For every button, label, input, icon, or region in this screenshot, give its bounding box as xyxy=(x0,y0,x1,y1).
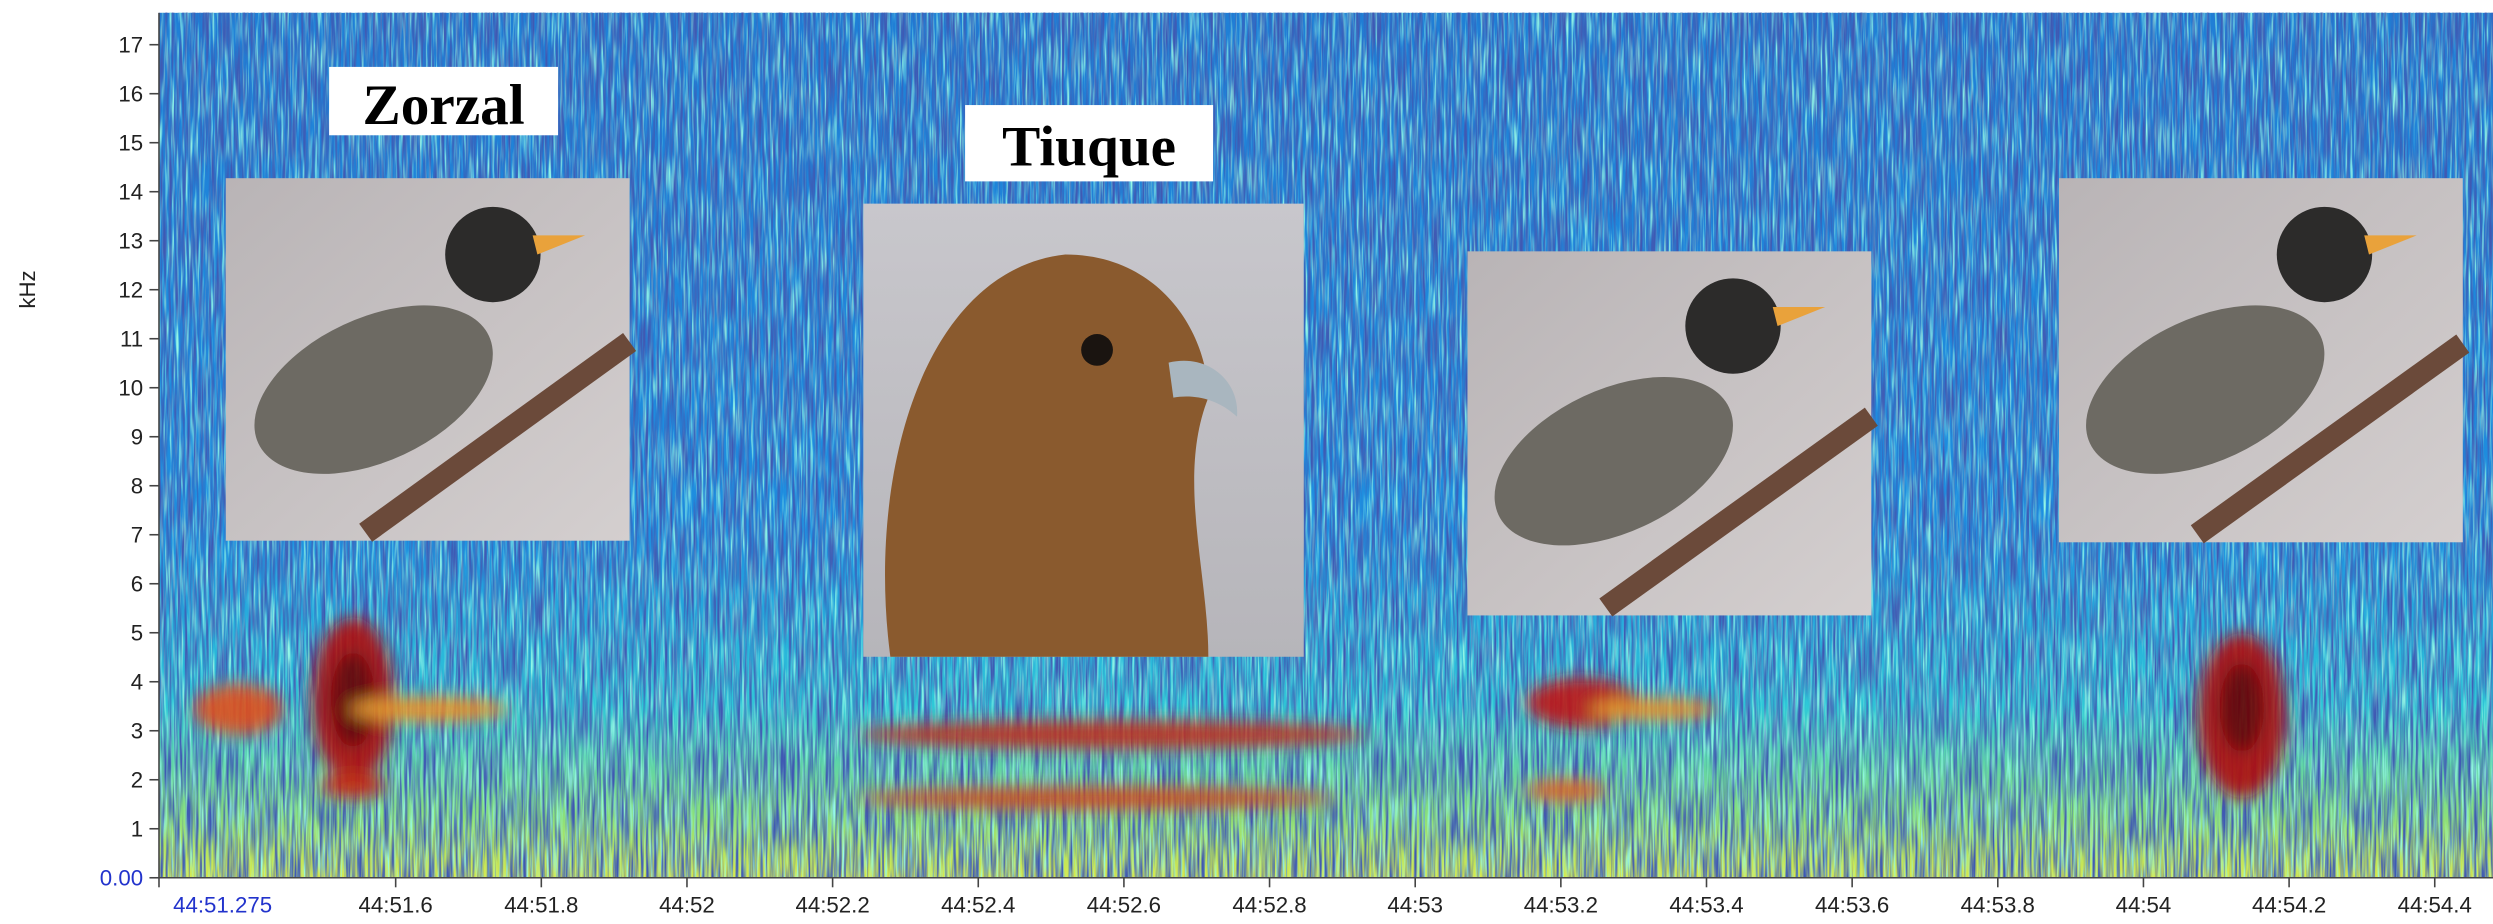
x-tick-label: 44:52 xyxy=(659,893,715,918)
annotation: Tiuque xyxy=(1002,115,1176,178)
x-tick-label: 44:54.4 xyxy=(2398,893,2472,918)
y-tick-label: 8 xyxy=(131,474,143,499)
y-tick-label: 12 xyxy=(118,278,143,303)
annotation-box xyxy=(965,105,1214,182)
x-tick-label: 44:52.6 xyxy=(1087,893,1161,918)
x-tick-label: 44:53.2 xyxy=(1524,893,1598,918)
y-axis-label: kHz xyxy=(15,270,40,308)
x-tick-label: 44:53.6 xyxy=(1815,893,1889,918)
x-tick-label: 44:52.4 xyxy=(941,893,1015,918)
y-tick-label: 15 xyxy=(118,131,143,156)
x-tick-label: 44:52.2 xyxy=(795,893,869,918)
y-tick-label: 9 xyxy=(131,425,143,450)
zorzal-photo xyxy=(2058,178,2470,544)
y-tick-label: 14 xyxy=(118,180,143,205)
y-tick-label: 13 xyxy=(118,229,143,254)
y-tick-label: 3 xyxy=(131,719,143,744)
x-tick-label: 44:53.8 xyxy=(1961,893,2035,918)
y-tick-label: 7 xyxy=(131,523,143,548)
y-tick-label: 2 xyxy=(131,768,143,793)
y-tick-label: 10 xyxy=(118,376,143,401)
y-tick-label: 0.00 xyxy=(100,866,143,891)
x-tick-label: 44:54.2 xyxy=(2252,893,2326,918)
tiuque-photo xyxy=(863,203,1304,657)
annotation-box xyxy=(329,66,559,136)
x-tick-label: 44:51.8 xyxy=(504,893,578,918)
x-tick-label: 44:51.275 xyxy=(173,893,272,918)
y-tick-label: 11 xyxy=(120,327,143,352)
annotation: Zorzal xyxy=(363,74,525,137)
x-tick-label: 44:53 xyxy=(1387,893,1443,918)
y-tick-label: 4 xyxy=(131,670,143,695)
y-tick-label: 17 xyxy=(118,33,143,58)
y-tick-label: 6 xyxy=(131,572,143,597)
x-tick-label: 44:53.4 xyxy=(1669,893,1743,918)
y-tick-label: 1 xyxy=(131,817,143,842)
x-tick-label: 44:51.6 xyxy=(359,893,433,918)
y-tick-label: 5 xyxy=(131,621,143,646)
x-tick-label: 44:52.8 xyxy=(1232,893,1306,918)
zorzal-photo xyxy=(225,178,637,542)
zorzal-photo xyxy=(1467,251,1878,617)
y-tick-label: 16 xyxy=(118,82,143,107)
x-tick-label: 44:54 xyxy=(2116,893,2172,918)
